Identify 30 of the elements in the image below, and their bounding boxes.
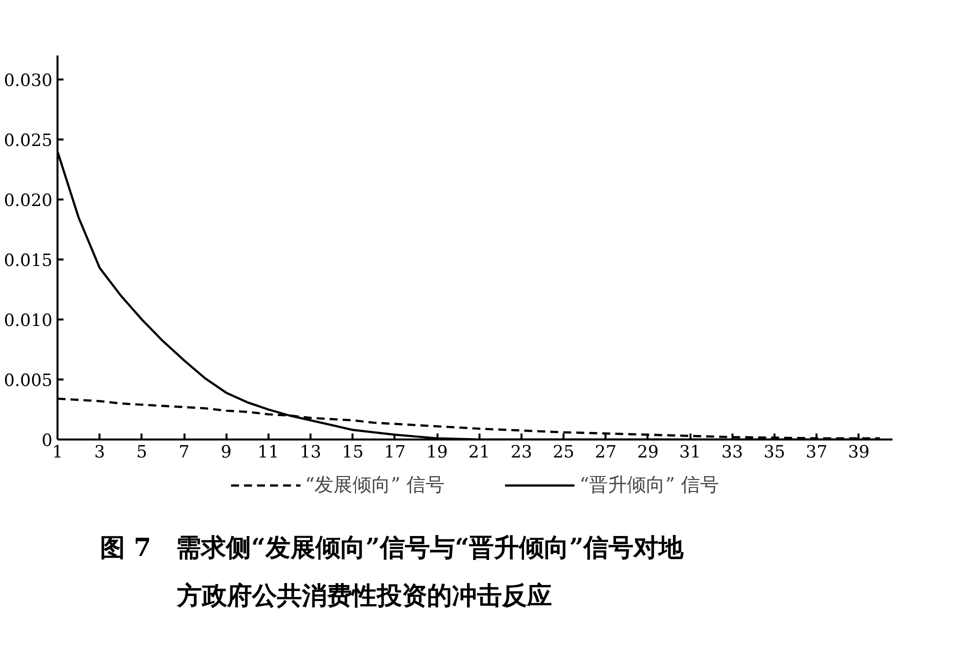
legend-label: “晋升倾向” 信号 [580,473,719,498]
x-tick-label: 3 [94,442,106,462]
legend-label: “发展倾向” 信号 [305,473,444,498]
x-tick-label: 7 [178,442,190,462]
y-tick-label: 0.020 [4,191,53,211]
x-tick-label: 9 [220,442,232,462]
x-tick-label: 23 [510,442,532,462]
x-tick-label: 31 [679,442,701,462]
x-tick-label: 27 [594,442,617,462]
x-tick-label: 39 [848,442,870,462]
y-tick-label: 0.015 [4,251,53,271]
x-tick-label: 37 [806,442,828,462]
y-tick-label: 0.030 [4,71,53,91]
x-tick-label: 17 [384,442,406,462]
x-tick-label: 21 [468,442,490,462]
x-tick-label: 11 [258,442,280,462]
x-tick-label: 29 [637,442,659,462]
text: 图 7 需求侧“发展倾向”信号与“晋升倾向”信号对地方政府公共消费性投资的冲击反应 [99,532,685,612]
y-tick-label: 0 [42,431,53,451]
x-tick-label: 19 [426,442,448,462]
x-tick-label: 35 [764,442,786,462]
x-tick-label: 33 [721,442,744,462]
y-tick-label: 0.025 [4,131,53,151]
x-tick-label: 13 [300,442,322,462]
x-tick-label: 15 [342,442,364,462]
y-tick-label: 0.010 [4,311,53,331]
x-tick-label: 5 [136,442,148,462]
y-tick-label: 0.005 [4,371,53,391]
x-tick-label: 1 [52,442,63,462]
x-tick-label: 25 [552,442,574,462]
